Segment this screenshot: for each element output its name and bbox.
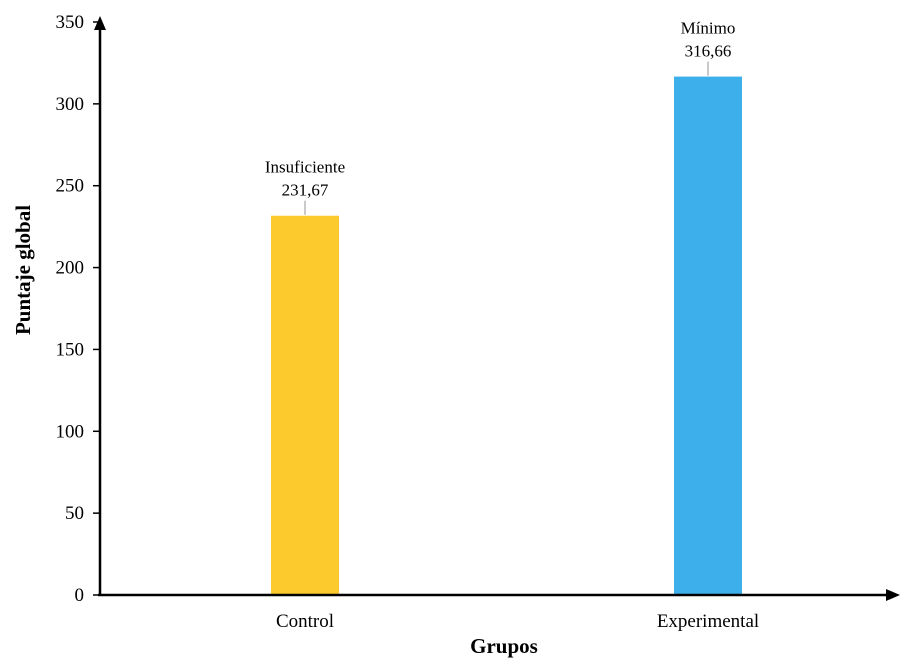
data-labels: Insuficiente 231,67 Mínimo 316,66 — [265, 19, 736, 215]
data-label-category: Mínimo — [681, 19, 736, 38]
data-label-value: 231,67 — [282, 181, 329, 200]
y-tick-label: 0 — [75, 585, 85, 606]
bars — [271, 76, 742, 596]
data-label-category: Insuficiente — [265, 158, 345, 177]
y-tick-label: 200 — [56, 258, 85, 279]
y-tick-label: 350 — [56, 12, 85, 33]
x-category-label: Control — [276, 611, 334, 632]
y-tick-label: 250 — [56, 176, 85, 197]
axes — [94, 16, 900, 601]
y-tick-label: 100 — [56, 421, 85, 442]
bar-control — [271, 215, 339, 595]
y-axis-title: Puntaje global — [11, 205, 35, 335]
y-axis-arrow — [94, 16, 106, 30]
y-axis-ticks: 0 50 100 150 200 250 300 350 — [56, 12, 100, 606]
y-tick-label: 150 — [56, 339, 85, 360]
x-category-label: Experimental — [657, 611, 759, 632]
y-tick-label: 50 — [65, 503, 84, 524]
data-label-value: 316,66 — [685, 42, 732, 61]
category-labels: Control Experimental — [276, 611, 759, 632]
bar-experimental — [674, 76, 742, 596]
x-axis-arrow — [886, 589, 900, 601]
y-tick-label: 300 — [56, 94, 85, 115]
x-axis-title: Grupos — [470, 634, 538, 658]
